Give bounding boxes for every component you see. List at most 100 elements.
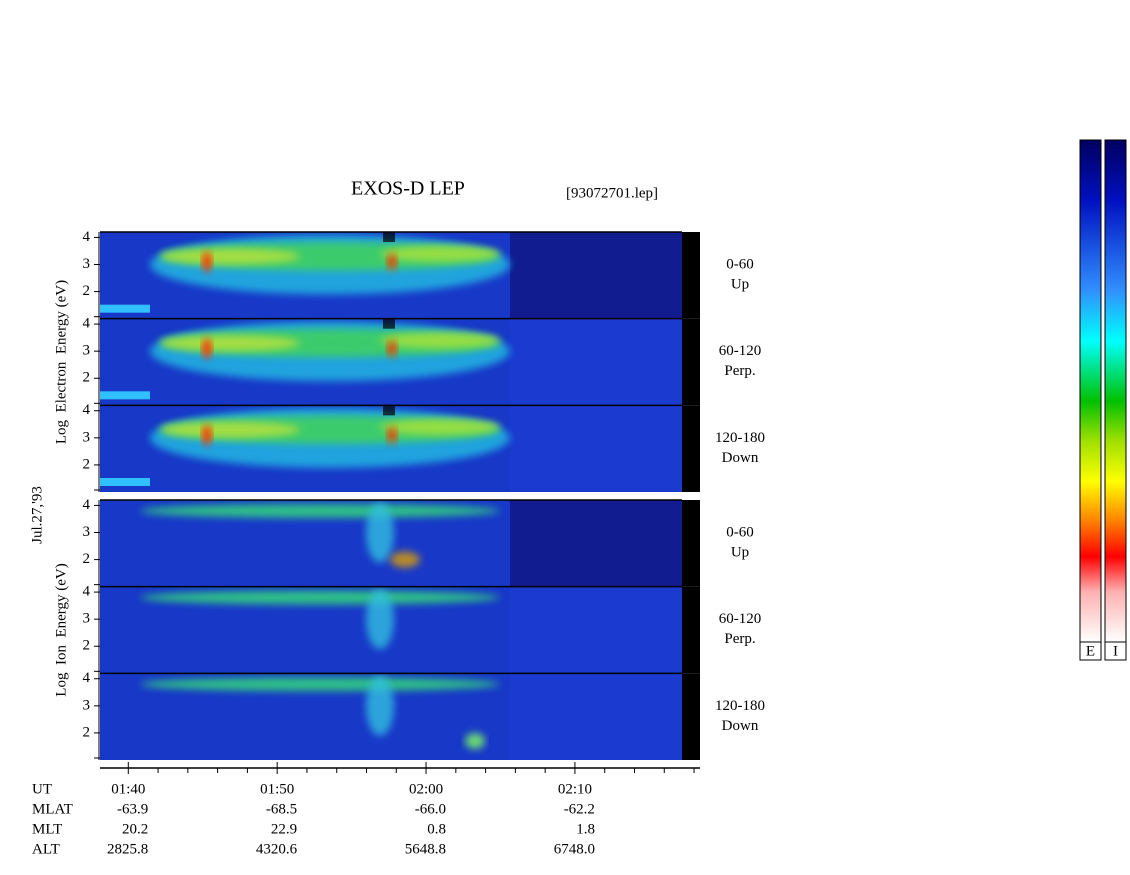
pitch-angle: 120-180 — [715, 430, 765, 446]
spectrogram-feature — [383, 318, 395, 329]
colorbar — [1104, 139, 1127, 643]
y-tick-label: 4 — [83, 584, 91, 600]
ephemeris-label: UT — [32, 781, 52, 797]
colorbar-box — [1079, 641, 1102, 661]
ephemeris-value: -62.2 — [564, 801, 595, 817]
y-tick-label: 3 — [83, 256, 91, 272]
y-tick-label: 2 — [83, 456, 91, 472]
spectrogram-quiet — [510, 500, 682, 587]
colorbars: E I — [1079, 139, 1127, 661]
spectrogram — [100, 500, 682, 587]
y-tick-label: 2 — [83, 724, 91, 740]
spectrogram-feature — [366, 589, 394, 650]
colorbar-label: E — [1086, 643, 1095, 659]
spectrogram-quiet — [510, 586, 682, 674]
ephemeris-value: 20.2 — [122, 821, 148, 837]
pitch-angle: 0-60 — [726, 524, 754, 540]
ephemeris-value: -66.0 — [415, 801, 446, 817]
pitch-angle: 60-120 — [719, 611, 762, 627]
ephemeris-label: MLAT — [32, 801, 73, 817]
spectrogram-feature — [160, 248, 300, 265]
ephemeris-value: -63.9 — [117, 801, 148, 817]
data-gap — [682, 405, 700, 492]
spectrogram-feature — [160, 335, 300, 352]
ephemeris-value: 2825.8 — [107, 841, 148, 857]
colorbar — [1079, 139, 1102, 643]
ephemeris-value: 1.8 — [576, 821, 595, 837]
ephemeris-value: 0.8 — [427, 821, 446, 837]
spectrogram-feature — [380, 419, 500, 435]
spectrogram-feature — [366, 502, 394, 563]
y-tick-label: 3 — [83, 524, 91, 540]
y-tick-label: 2 — [83, 283, 91, 299]
spectrogram-feature — [387, 427, 397, 444]
spectrogram-quiet — [510, 232, 682, 319]
spectrogram — [100, 405, 682, 492]
date-label: Jul.27,'93 — [29, 486, 45, 544]
spectrogram-feature — [380, 245, 500, 262]
data-gap — [682, 318, 700, 406]
data-gap — [682, 232, 700, 319]
spectrogram — [100, 318, 682, 406]
spectrogram-feature — [100, 478, 150, 486]
spectrogram-feature — [366, 675, 394, 736]
y-axis-label: Log Electron Energy (eV) — [53, 280, 69, 444]
spectrogram-feature — [140, 503, 500, 518]
spectrogram-feature — [387, 340, 397, 357]
spectrogram-feature — [380, 332, 500, 349]
spectrogram — [100, 673, 682, 760]
spectrogram-feature — [160, 421, 300, 438]
spectrogram-feature — [383, 232, 395, 242]
spectrogram-feature — [383, 405, 395, 416]
spectrogram-feature — [140, 590, 500, 605]
ephemeris-label: MLT — [32, 821, 62, 837]
data-gap — [682, 673, 700, 760]
y-tick-label: 4 — [83, 497, 91, 513]
pitch-direction: Down — [722, 450, 759, 466]
x-tick-label: 02:00 — [409, 781, 443, 797]
spectrogram-feature — [100, 304, 150, 313]
x-tick-label: 01:50 — [260, 781, 294, 797]
pitch-direction: Up — [731, 276, 749, 292]
pitch-angle: 60-120 — [719, 343, 762, 359]
y-tick-label: 3 — [83, 429, 91, 445]
spectrogram-quiet — [510, 405, 682, 492]
ephemeris-value: 4320.6 — [256, 841, 298, 857]
spectrogram — [100, 586, 682, 674]
spectrogram-quiet — [510, 673, 682, 760]
y-tick-label: 4 — [83, 316, 91, 332]
colorbar-box — [1104, 641, 1127, 661]
pitch-angle: 120-180 — [715, 698, 765, 714]
spectrogram — [100, 232, 682, 319]
spectrogram-quiet — [510, 318, 682, 406]
spectrogram-feature — [202, 338, 212, 359]
spectrogram-feature — [202, 425, 212, 446]
y-axis-label: Log Ion Energy (eV) — [53, 563, 69, 696]
data-gap — [682, 586, 700, 674]
pitch-direction: Perp. — [724, 363, 755, 379]
y-tick-label: 3 — [83, 611, 91, 627]
y-tick-label: 4 — [83, 229, 91, 245]
spectrogram-feature — [140, 677, 500, 692]
ephemeris-value: 22.9 — [271, 821, 297, 837]
spectrogram-feature — [202, 251, 212, 272]
data-gap — [682, 500, 700, 587]
y-tick-label: 3 — [83, 343, 91, 359]
ephemeris-value: 6748.0 — [554, 841, 595, 857]
colorbar-label: I — [1113, 643, 1118, 659]
spectrogram-feature — [390, 551, 420, 568]
chart-title: EXOS-D LEP — [351, 178, 465, 200]
pitch-direction: Up — [731, 544, 749, 560]
ephemeris-label: ALT — [32, 841, 60, 857]
x-tick-label: 01:40 — [111, 781, 145, 797]
x-tick-label: 02:10 — [558, 781, 592, 797]
y-tick-label: 2 — [83, 370, 91, 386]
ephemeris-value: -68.5 — [266, 801, 297, 817]
y-tick-label: 4 — [83, 670, 91, 686]
y-tick-label: 4 — [83, 402, 91, 418]
pitch-angle: 0-60 — [726, 256, 754, 272]
y-tick-label: 3 — [83, 697, 91, 713]
